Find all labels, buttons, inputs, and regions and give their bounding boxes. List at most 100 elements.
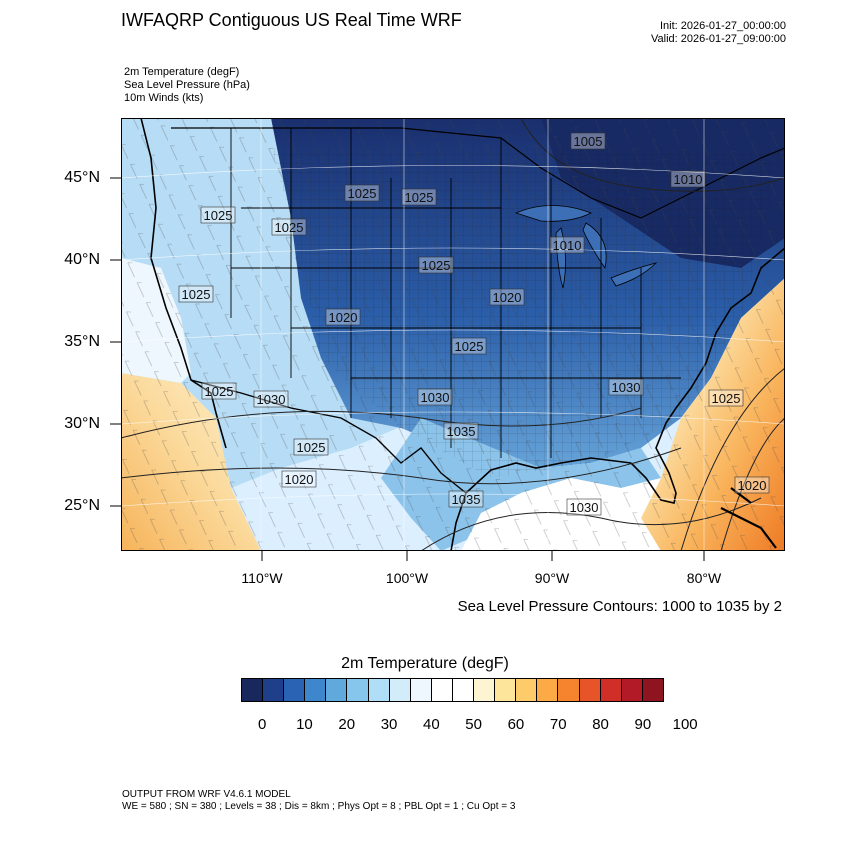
graticule [121, 118, 785, 551]
valid-time: Valid: 2026-01-27_09:00:00 [651, 33, 786, 45]
svg-text:1020: 1020 [493, 290, 522, 305]
svg-text:1030: 1030 [612, 380, 641, 395]
colorbar-swatch [389, 679, 411, 701]
colorbar-swatch [242, 679, 264, 701]
longitude-ticks [261, 551, 705, 561]
svg-text:1030: 1030 [257, 392, 286, 407]
isobar-label: 1025 [401, 188, 437, 206]
svg-text:1020: 1020 [329, 310, 358, 325]
colorbar-swatch [621, 679, 643, 701]
field-pressure: Sea Level Pressure (hPa) [124, 79, 250, 91]
svg-text:1020: 1020 [285, 472, 314, 487]
isobar-label: 1025 [178, 285, 214, 303]
svg-text:1025: 1025 [455, 339, 484, 354]
svg-text:1025: 1025 [275, 220, 304, 235]
svg-text:1035: 1035 [447, 424, 476, 439]
colorbar-tick-label: 0 [257, 716, 267, 733]
isobar-label: 1020 [734, 476, 770, 494]
init-time: Init: 2026-01-27_00:00:00 [660, 20, 786, 32]
svg-text:1035: 1035 [452, 492, 481, 507]
isobar-label: 1020 [489, 288, 525, 306]
colorbar-tick-label: 80 [592, 716, 609, 733]
isobar-label: 1030 [608, 378, 644, 396]
isobar-label-group: 1005 1010 1025 1025 1025 1025 1025 1010 1025 1020… [178, 132, 770, 516]
lake-huron [582, 222, 607, 269]
colorbar-tick-label: 40 [423, 716, 440, 733]
model-footer: OUTPUT FROM WRF V4.6.1 MODEL WE = 580 ; … [122, 789, 515, 813]
lat-label-30: 30°N [64, 415, 100, 432]
isobar-label: 1035 [443, 422, 479, 440]
caribbean-islands [720, 487, 777, 549]
colorbar-swatch [642, 679, 663, 701]
isobar-label: 1010 [549, 236, 585, 254]
longitude-labels: 110°W 100°W 90°W 80°W [121, 570, 785, 590]
colorbar-swatch [579, 679, 601, 701]
colorbar-tick-label: 50 [465, 716, 482, 733]
colorbar-tick-label: 30 [380, 716, 398, 733]
field-temperature: 2m Temperature (degF) [124, 66, 240, 78]
lat-label-25: 25°N [64, 497, 100, 514]
svg-text:1030: 1030 [421, 390, 450, 405]
border-us-mexico [190, 379, 467, 494]
isobar-label: 1025 [418, 256, 454, 274]
init-valid-times: Init: 2026-01-27_00:00:00 Valid: 2026-01… [651, 20, 786, 46]
colorbar-tick-label: 20 [338, 716, 356, 733]
svg-text:1025: 1025 [204, 208, 233, 223]
isobar-label: 1025 [200, 206, 236, 224]
colorbar-swatch [431, 679, 453, 701]
isobar-label: 1020 [281, 470, 317, 488]
isobar-label: 1025 [344, 184, 380, 202]
plot-title: IWFAQRP Contiguous US Real Time WRF [121, 10, 462, 30]
border-us-canada [171, 127, 785, 219]
svg-text:1025: 1025 [348, 186, 377, 201]
slp-contour-caption: Sea Level Pressure Contours: 1000 to 103… [457, 598, 782, 615]
isobar-label: 1030 [253, 390, 289, 408]
colorbar-tick-label: 100 [672, 716, 698, 733]
field-list: 2m Temperature (degF) Sea Level Pressure… [124, 66, 250, 105]
isobar-label: 1005 [570, 132, 606, 150]
colorbar-swatch [410, 679, 432, 701]
field-winds: 10m Winds (kts) [124, 92, 204, 104]
svg-text:1025: 1025 [405, 190, 434, 205]
colorbar-swatch [495, 679, 517, 701]
svg-text:1025: 1025 [205, 384, 234, 399]
colorbar-tick-label: 60 [507, 716, 525, 733]
latitude-ticks [110, 177, 121, 507]
lon-label-100w: 100°W [385, 570, 429, 586]
map-frame [121, 118, 785, 551]
isobar-label: 1025 [201, 382, 237, 400]
temperature-colorbar [241, 678, 664, 702]
isobar-label: 1030 [417, 388, 453, 406]
colorbar-swatch [516, 679, 538, 701]
svg-text:1025: 1025 [297, 440, 326, 455]
wind-barbs [121, 118, 785, 551]
lat-label-45: 45°N [64, 169, 100, 186]
weather-map: 1005 1010 1025 1025 1025 1025 1025 1010 1025 1020… [121, 118, 785, 551]
isobar-label: 1020 [325, 308, 361, 326]
coastline-west [140, 118, 227, 449]
svg-text:1005: 1005 [574, 134, 603, 149]
lake-erie [610, 262, 658, 287]
svg-text:1025: 1025 [422, 258, 451, 273]
lat-label-40: 40°N [64, 251, 100, 268]
colorbar-tick-labels: 0 10 20 30 40 50 60 70 80 90 100 [241, 716, 698, 736]
colorbar-swatch [474, 679, 496, 701]
svg-text:1010: 1010 [674, 172, 703, 187]
isobar-label: 1030 [566, 498, 602, 516]
colorbar-swatch [284, 679, 306, 701]
lon-label-110w: 110°W [241, 570, 283, 586]
svg-text:1020: 1020 [738, 478, 767, 493]
isobar-label: 1035 [448, 490, 484, 508]
isobars [121, 118, 785, 551]
coastline-east [630, 247, 785, 504]
colorbar-swatch [600, 679, 622, 701]
isobar-label: 1025 [451, 337, 487, 355]
lake-superior [514, 205, 593, 222]
coastline-gulf [450, 457, 632, 551]
footer-config-line: WE = 580 ; SN = 380 ; Levels = 38 ; Dis … [122, 801, 516, 812]
isobar-label: 1025 [708, 389, 744, 407]
lon-label-90w: 90°W [534, 570, 570, 586]
colorbar-swatch [347, 679, 369, 701]
colorbar-title: 2m Temperature (degF) [341, 655, 509, 672]
lon-label-80w: 80°W [686, 570, 722, 586]
